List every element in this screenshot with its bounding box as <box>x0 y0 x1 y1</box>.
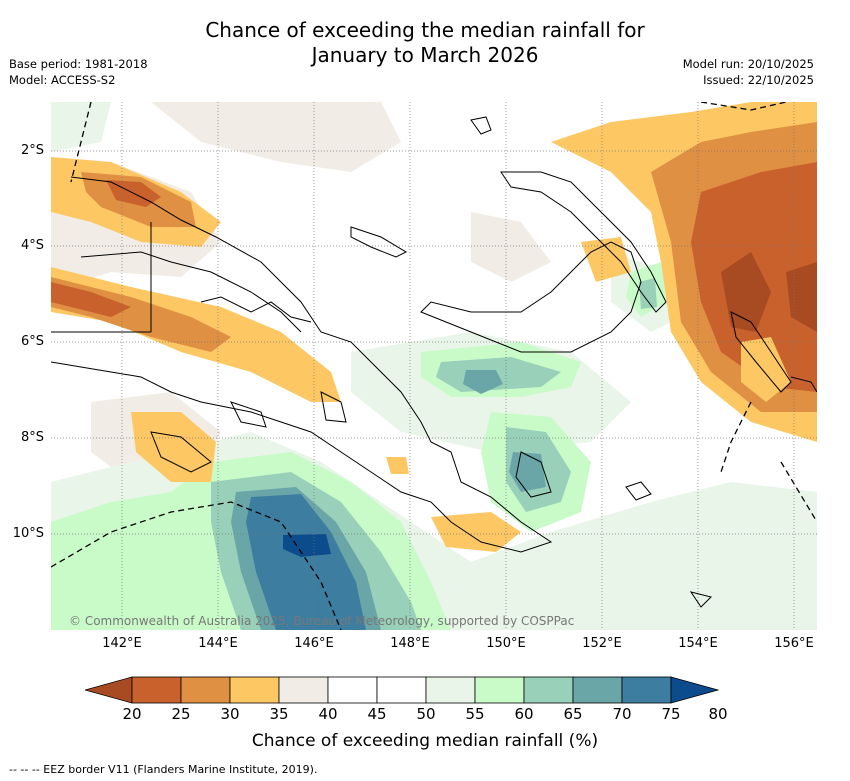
title-line-1: Chance of exceeding the median rainfall … <box>205 18 645 42</box>
graticule <box>51 102 817 630</box>
lon-label-150e: 150°E <box>486 636 526 651</box>
colorbar-tick-80: 80 <box>708 705 728 723</box>
lon-label-156e: 156°E <box>774 636 814 651</box>
lat-label-6s: 6°S <box>20 334 44 349</box>
base-period: Base period: 1981-2018 <box>9 57 148 71</box>
lon-label-154e: 154°E <box>678 636 718 651</box>
colorbar-tick-65: 65 <box>563 705 583 723</box>
meta-right: Model run: 20/10/2025 Issued: 22/10/2025 <box>683 56 814 88</box>
colorbar-cell <box>425 676 476 704</box>
dry-shading <box>51 102 817 552</box>
chart-title: Chance of exceeding the median rainfall … <box>0 18 850 68</box>
colorbar-cell <box>523 676 574 704</box>
lat-label-10s: 10°S <box>12 526 44 541</box>
colorbar-extend-low <box>83 676 133 704</box>
lat-label-8s: 8°S <box>20 430 44 445</box>
model-run: Model run: 20/10/2025 <box>682 57 814 71</box>
colorbar-tick-40: 40 <box>318 705 338 723</box>
colorbar-tick-45: 45 <box>367 705 387 723</box>
colorbar-tick-60: 60 <box>514 705 534 723</box>
colorbar-cell <box>474 676 525 704</box>
colorbar-tick-20: 20 <box>122 705 142 723</box>
meta-left: Base period: 1981-2018 Model: ACCESS-S2 <box>9 56 148 88</box>
colorbar <box>83 675 768 711</box>
colorbar-tick-25: 25 <box>171 705 191 723</box>
eez-legend: -- -- -- EEZ border V11 (Flanders Marine… <box>9 763 318 776</box>
lon-label-142e: 142°E <box>102 636 142 651</box>
colorbar-tick-75: 75 <box>661 705 681 723</box>
colorbar-tick-30: 30 <box>220 705 240 723</box>
colorbar-tick-50: 50 <box>416 705 436 723</box>
lat-label-2s: 2°S <box>20 143 44 158</box>
colorbar-tick-35: 35 <box>269 705 289 723</box>
title-line-2: January to March 2026 <box>311 43 539 67</box>
lon-label-146e: 146°E <box>294 636 334 651</box>
colorbar-extend-high <box>670 676 720 704</box>
colorbar-cell <box>572 676 623 704</box>
colorbar-cell <box>180 676 231 704</box>
lat-label-4s: 4°S <box>20 238 44 253</box>
colorbar-cell <box>278 676 329 704</box>
colorbar-cell <box>621 676 672 704</box>
colorbar-cell <box>131 676 182 704</box>
colorbar-cell <box>229 676 280 704</box>
lon-label-148e: 148°E <box>390 636 430 651</box>
map-svg <box>51 102 817 630</box>
colorbar-tick-55: 55 <box>465 705 485 723</box>
copyright-note: © Commonwealth of Australia 2025, Bureau… <box>69 614 575 628</box>
colorbar-cell <box>376 676 427 704</box>
lon-label-152e: 152°E <box>582 636 622 651</box>
wet-shading <box>51 262 666 630</box>
coastlines <box>51 116 817 608</box>
eez-borders <box>51 102 817 630</box>
colorbar-label: Chance of exceeding median rainfall (%) <box>251 731 599 751</box>
colorbar-svg <box>83 676 720 704</box>
colorbar-tick-70: 70 <box>612 705 632 723</box>
issued-date: Issued: 22/10/2025 <box>703 73 814 87</box>
lon-label-144e: 144°E <box>198 636 238 651</box>
colorbar-cell <box>327 676 378 704</box>
model-name: Model: ACCESS-S2 <box>9 73 116 87</box>
rainfall-map[interactable] <box>51 102 817 630</box>
